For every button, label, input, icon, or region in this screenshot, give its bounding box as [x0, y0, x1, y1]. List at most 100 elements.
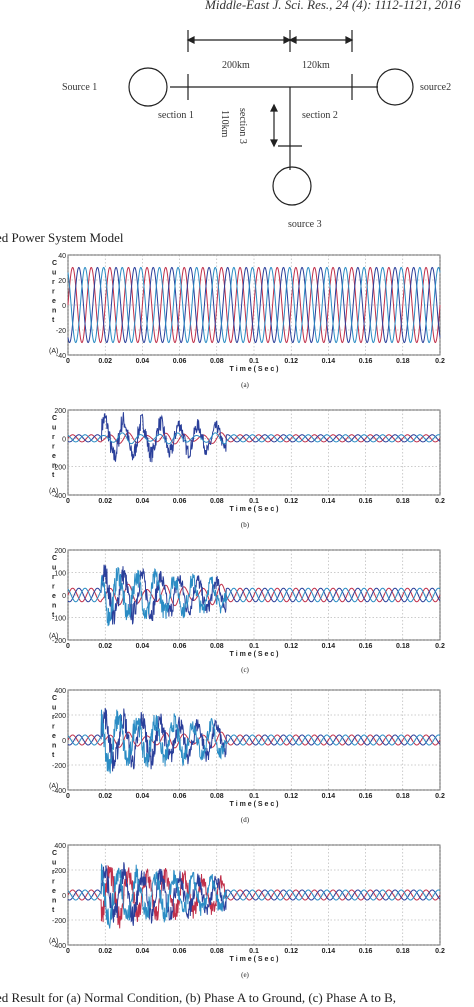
y-axis-label-char: t: [52, 472, 55, 479]
y-tick-label: 400: [54, 843, 66, 850]
x-tick-label: 0.1: [249, 643, 259, 650]
y-axis-unit: (A): [49, 783, 58, 790]
y-axis-label-char: n: [52, 308, 56, 315]
figure-caption-model: ed Power System Model: [0, 230, 124, 245]
dist-200km-label: 200km: [222, 60, 250, 71]
x-tick-label: 0.2: [435, 793, 445, 800]
y-tick-label: -200: [52, 465, 66, 472]
y-axis-label-char: r: [52, 444, 55, 451]
y-axis-label-char: r: [52, 879, 55, 886]
source-3-label: source 3: [288, 219, 322, 230]
y-axis-label-char: r: [52, 289, 55, 296]
x-tick-label: 0.12: [284, 948, 298, 955]
panel-label: (c): [241, 666, 249, 674]
x-tick-label: 0.16: [359, 643, 373, 650]
x-tick-label: 0.12: [284, 358, 298, 365]
y-axis-label-char: t: [52, 317, 55, 324]
x-tick-label: 0.02: [98, 643, 112, 650]
y-axis-label-char: n: [52, 463, 56, 470]
chart-4: 0 0.02 0.04 0.06 0.08 0.1 0.12 0.14 0.16 0.18 0.2 4…: [49, 843, 445, 979]
x-tick-label: 0.16: [359, 358, 373, 365]
y-tick-label: 400: [54, 688, 66, 695]
y-axis-label-char: e: [52, 453, 56, 460]
x-tick-label: 0.08: [210, 643, 224, 650]
series-line-0: [67, 266, 441, 344]
x-axis-label: T i m e ( S e c ): [229, 366, 278, 373]
x-tick-label: 0.08: [210, 948, 224, 955]
y-tick-label: -40: [56, 353, 66, 360]
x-tick-label: 0.14: [322, 358, 336, 365]
x-tick-label: 0.16: [359, 948, 373, 955]
x-tick-label: 0.12: [284, 498, 298, 505]
section-1-label: section 1: [158, 110, 194, 121]
y-axis-unit: (A): [49, 488, 58, 495]
series-line-0: [67, 432, 441, 445]
x-axis-label: T i m e ( S e c ): [229, 506, 278, 513]
series-line-0: [67, 864, 441, 929]
y-axis-label-char: t: [52, 612, 55, 619]
x-tick-label: 0.08: [210, 793, 224, 800]
y-axis-label-char: u: [52, 425, 56, 432]
y-tick-label: 20: [58, 278, 66, 285]
x-tick-label: 0: [66, 948, 70, 955]
y-axis-label-char: e: [52, 733, 56, 740]
panel-label: (b): [241, 521, 250, 529]
x-tick-label: 0.1: [249, 948, 259, 955]
y-axis-label-char: t: [52, 752, 55, 759]
y-axis-label-char: n: [52, 603, 56, 610]
y-axis-label-char: r: [52, 574, 55, 581]
y-tick-label: 0: [62, 303, 66, 310]
panel-label: (a): [241, 381, 249, 389]
source-1-generator: [128, 67, 168, 107]
source-2-generator: [376, 68, 414, 106]
y-axis-label-char: n: [52, 743, 56, 750]
x-tick-label: 0.12: [284, 793, 298, 800]
panel-label: (d): [241, 816, 250, 824]
x-tick-label: 0: [66, 358, 70, 365]
x-tick-label: 0.06: [173, 948, 187, 955]
y-axis-label-char: r: [52, 584, 55, 591]
y-tick-label: -400: [52, 788, 66, 795]
panel-label: (e): [241, 971, 249, 979]
x-tick-label: 0.1: [249, 498, 259, 505]
y-tick-label: 0: [62, 436, 66, 443]
series-line-0: [67, 731, 441, 749]
source-2-label: source2: [420, 82, 452, 93]
diagram-svg: [128, 30, 414, 206]
y-axis-label-char: r: [52, 724, 55, 731]
x-tick-label: 0.02: [98, 793, 112, 800]
x-tick-label: 0.06: [173, 498, 187, 505]
y-axis-label-char: t: [52, 907, 55, 914]
y-axis-label-char: u: [52, 860, 56, 867]
y-tick-label: 200: [54, 868, 66, 875]
x-tick-label: 0.18: [396, 793, 410, 800]
dist-110km-label: 110km: [219, 110, 230, 138]
x-tick-label: 0.04: [136, 793, 150, 800]
dist-120km-label: 120km: [302, 60, 330, 71]
x-tick-label: 0.18: [396, 498, 410, 505]
x-tick-label: 0.14: [322, 498, 336, 505]
x-axis-label: T i m e ( S e c ): [229, 956, 278, 963]
x-axis-label: T i m e ( S e c ): [229, 801, 278, 808]
page-header: Middle-East J. Sci. Res., 24 (4): 1112-1…: [205, 0, 461, 12]
y-tick-label: -400: [52, 493, 66, 500]
y-axis-label-char: e: [52, 593, 56, 600]
chart-3: 0 0.02 0.04 0.06 0.08 0.1 0.12 0.14 0.16 0.18 0.2 4…: [49, 688, 445, 824]
y-axis-label-char: r: [52, 279, 55, 286]
source-3-generator: [272, 166, 312, 206]
y-axis-label-char: r: [52, 714, 55, 721]
y-axis-label-char: C: [52, 695, 57, 702]
source-1-label: Source 1: [62, 82, 98, 93]
x-tick-label: 0.1: [249, 793, 259, 800]
series-line-1: [67, 412, 441, 463]
series-line-2: [67, 567, 441, 627]
chart-0: 0 0.02 0.04 0.06 0.08 0.1 0.12 0.14 0.16 0.18 0.2 4…: [49, 253, 445, 389]
x-tick-label: 0.06: [173, 643, 187, 650]
x-tick-label: 0.04: [136, 498, 150, 505]
y-tick-label: 200: [54, 408, 66, 415]
section-2-label: section 2: [302, 110, 338, 121]
x-tick-label: 0.2: [435, 498, 445, 505]
y-axis-label-char: e: [52, 298, 56, 305]
x-tick-label: 0.1: [249, 358, 259, 365]
x-tick-label: 0.08: [210, 498, 224, 505]
